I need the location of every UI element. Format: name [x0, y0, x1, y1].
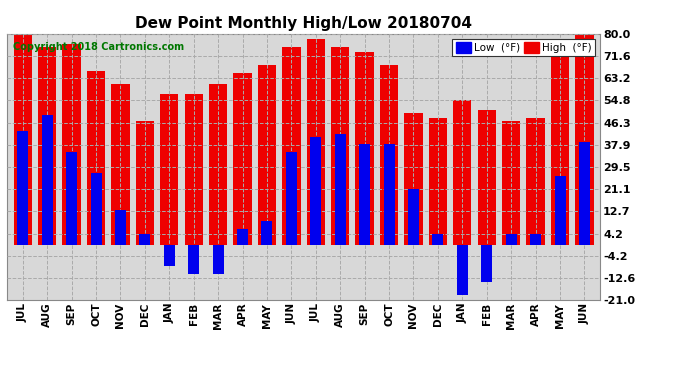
Bar — [433, 234, 444, 244]
Bar — [551, 47, 569, 244]
Bar — [66, 152, 77, 244]
Bar — [579, 142, 590, 244]
Bar — [408, 189, 419, 244]
Bar — [457, 244, 468, 295]
Bar — [136, 121, 154, 244]
Bar — [233, 73, 252, 244]
Bar — [502, 121, 520, 244]
Bar — [87, 70, 105, 244]
Bar — [63, 44, 81, 244]
Bar — [526, 118, 544, 244]
Bar — [282, 47, 301, 244]
Bar — [428, 118, 447, 244]
Bar — [38, 47, 57, 244]
Bar — [111, 84, 130, 245]
Bar — [213, 244, 224, 274]
Bar — [17, 131, 28, 244]
Bar — [306, 39, 325, 245]
Bar — [258, 65, 276, 244]
Bar — [575, 34, 593, 245]
Text: Copyright 2018 Cartronics.com: Copyright 2018 Cartronics.com — [13, 42, 184, 52]
Bar — [555, 176, 566, 244]
Bar — [355, 52, 374, 244]
Bar — [359, 144, 370, 244]
Bar — [41, 116, 52, 244]
Bar — [139, 234, 150, 244]
Bar — [262, 221, 273, 245]
Bar — [530, 234, 541, 244]
Bar — [115, 210, 126, 244]
Bar — [506, 234, 517, 244]
Bar — [184, 94, 203, 244]
Bar — [164, 244, 175, 266]
Bar — [90, 174, 101, 244]
Bar — [237, 229, 248, 244]
Title: Dew Point Monthly High/Low 20180704: Dew Point Monthly High/Low 20180704 — [135, 16, 472, 31]
Bar — [310, 136, 322, 244]
Bar — [384, 144, 395, 244]
Bar — [286, 152, 297, 244]
Bar — [335, 134, 346, 244]
Bar — [14, 34, 32, 245]
Bar — [404, 113, 423, 244]
Bar — [209, 84, 227, 245]
Bar — [188, 244, 199, 274]
Bar — [160, 94, 179, 244]
Bar — [477, 110, 496, 245]
Bar — [380, 65, 398, 244]
Bar — [453, 100, 471, 244]
Bar — [481, 244, 492, 282]
Bar — [331, 47, 349, 244]
Legend: Low  (°F), High  (°F): Low (°F), High (°F) — [453, 39, 595, 56]
